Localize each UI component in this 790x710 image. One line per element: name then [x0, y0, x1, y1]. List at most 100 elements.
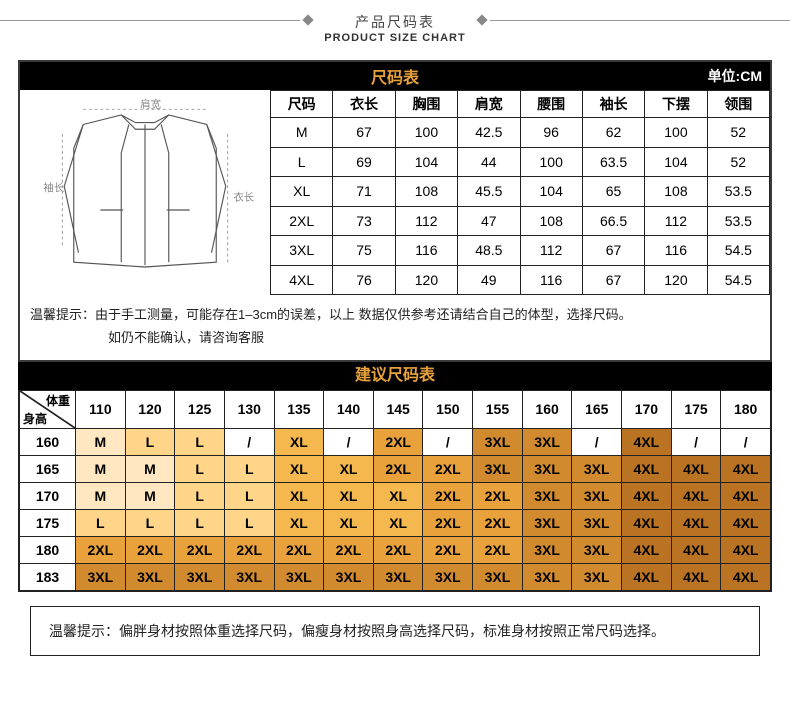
size-col-header: 腰围: [520, 91, 582, 118]
size-cell: 104: [395, 147, 457, 177]
rec-cell: 4XL: [671, 536, 721, 563]
size-cell: 54.5: [707, 265, 769, 295]
size-cell: 104: [520, 177, 582, 207]
rec-cell: 2XL: [473, 482, 523, 509]
rec-weight-header: 170: [622, 390, 672, 428]
rec-height-header: 165: [20, 455, 76, 482]
size-cell: 53.5: [707, 177, 769, 207]
rec-cell: 4XL: [671, 509, 721, 536]
size-col-header: 肩宽: [458, 91, 520, 118]
rec-cell: 2XL: [423, 536, 473, 563]
corner-height: 身高: [23, 410, 47, 427]
size-col-header: 袖长: [582, 91, 644, 118]
size-cell: 49: [458, 265, 520, 295]
size-cell: 52: [707, 147, 769, 177]
size-table: 尺码衣长胸围肩宽腰围袖长下摆领围 M6710042.5966210052L691…: [270, 90, 770, 295]
rec-cell: 2XL: [373, 428, 423, 455]
size-cell: 96: [520, 118, 582, 148]
size-cell: 67: [582, 265, 644, 295]
rec-cell: XL: [274, 509, 324, 536]
rec-weight-header: 120: [125, 390, 175, 428]
rec-cell: M: [76, 482, 126, 509]
size-cell: M: [271, 118, 333, 148]
size-cell: 62: [582, 118, 644, 148]
rec-corner: 体重身高: [20, 390, 76, 428]
size-cell: 63.5: [582, 147, 644, 177]
size-cell: L: [271, 147, 333, 177]
rec-weight-header: 155: [473, 390, 523, 428]
rec-cell: 4XL: [622, 563, 672, 590]
rec-cell: 4XL: [721, 563, 771, 590]
size-cell: 112: [645, 206, 707, 236]
rec-cell: L: [125, 509, 175, 536]
rec-cell: L: [175, 455, 225, 482]
rec-weight-header: 125: [175, 390, 225, 428]
rec-cell: XL: [274, 428, 324, 455]
rec-cell: L: [224, 455, 274, 482]
size-cell: 44: [458, 147, 520, 177]
rec-weight-header: 135: [274, 390, 324, 428]
rec-cell: 3XL: [572, 536, 622, 563]
size-cell: 100: [645, 118, 707, 148]
rec-cell: 3XL: [423, 563, 473, 590]
header-title-en: PRODUCT SIZE CHART: [0, 32, 790, 44]
size-cell: 100: [395, 118, 457, 148]
rec-cell: 3XL: [522, 482, 572, 509]
corner-weight: 体重: [46, 392, 70, 409]
rec-cell: 4XL: [721, 455, 771, 482]
rec-cell: L: [175, 482, 225, 509]
size-cell: 53.5: [707, 206, 769, 236]
rec-cell: 3XL: [373, 563, 423, 590]
rec-cell: 4XL: [671, 563, 721, 590]
size-cell: 75: [333, 236, 395, 266]
rec-cell: L: [76, 509, 126, 536]
rec-cell: 2XL: [274, 536, 324, 563]
recommendation-table: 体重身高110120125130135140145150155160165170…: [19, 390, 771, 591]
rec-cell: 2XL: [324, 536, 374, 563]
rec-cell: 2XL: [473, 536, 523, 563]
rec-cell: 4XL: [671, 482, 721, 509]
rec-cell: M: [125, 455, 175, 482]
size-cell: 2XL: [271, 206, 333, 236]
rec-cell: 3XL: [522, 509, 572, 536]
size-tip: 温馨提示：由于手工测量，可能存在1–3cm的误差，以上 数据仅供参考还请结合自己…: [20, 295, 770, 360]
rec-cell: 4XL: [721, 536, 771, 563]
size-cell: 67: [333, 118, 395, 148]
rec-weight-header: 175: [671, 390, 721, 428]
rec-cell: 3XL: [572, 455, 622, 482]
size-cell: 52: [707, 118, 769, 148]
rec-cell: 3XL: [473, 428, 523, 455]
rec-cell: 3XL: [522, 563, 572, 590]
unit-label: 单位:CM: [708, 66, 762, 86]
rec-cell: 3XL: [572, 482, 622, 509]
rec-cell: 3XL: [324, 563, 374, 590]
rec-cell: 4XL: [622, 536, 672, 563]
size-cell: 45.5: [458, 177, 520, 207]
tip-line-1: 温馨提示：由于手工测量，可能存在1–3cm的误差，以上 数据仅供参考还请结合自己…: [30, 307, 632, 322]
bottom-tip: 温馨提示：偏胖身材按照体重选择尺码，偏瘦身材按照身高选择尺码，标准身材按照正常尺…: [30, 606, 760, 656]
size-cell: 47: [458, 206, 520, 236]
rec-height-header: 183: [20, 563, 76, 590]
rec-cell: 3XL: [274, 563, 324, 590]
rec-cell: XL: [274, 482, 324, 509]
rec-cell: XL: [324, 509, 374, 536]
size-cell: 73: [333, 206, 395, 236]
size-cell: 116: [645, 236, 707, 266]
rec-weight-header: 165: [572, 390, 622, 428]
rec-cell: 2XL: [423, 482, 473, 509]
size-section: 尺码表 单位:CM: [18, 60, 772, 362]
size-cell: 4XL: [271, 265, 333, 295]
rec-cell: /: [324, 428, 374, 455]
rec-cell: 3XL: [572, 509, 622, 536]
rec-height-header: 170: [20, 482, 76, 509]
size-cell: 67: [582, 236, 644, 266]
size-cell: XL: [271, 177, 333, 207]
size-cell: 69: [333, 147, 395, 177]
rec-cell: L: [224, 509, 274, 536]
rec-cell: L: [224, 482, 274, 509]
size-col-header: 下摆: [645, 91, 707, 118]
rec-weight-header: 130: [224, 390, 274, 428]
rec-cell: 2XL: [224, 536, 274, 563]
rec-cell: 4XL: [622, 509, 672, 536]
size-cell: 3XL: [271, 236, 333, 266]
